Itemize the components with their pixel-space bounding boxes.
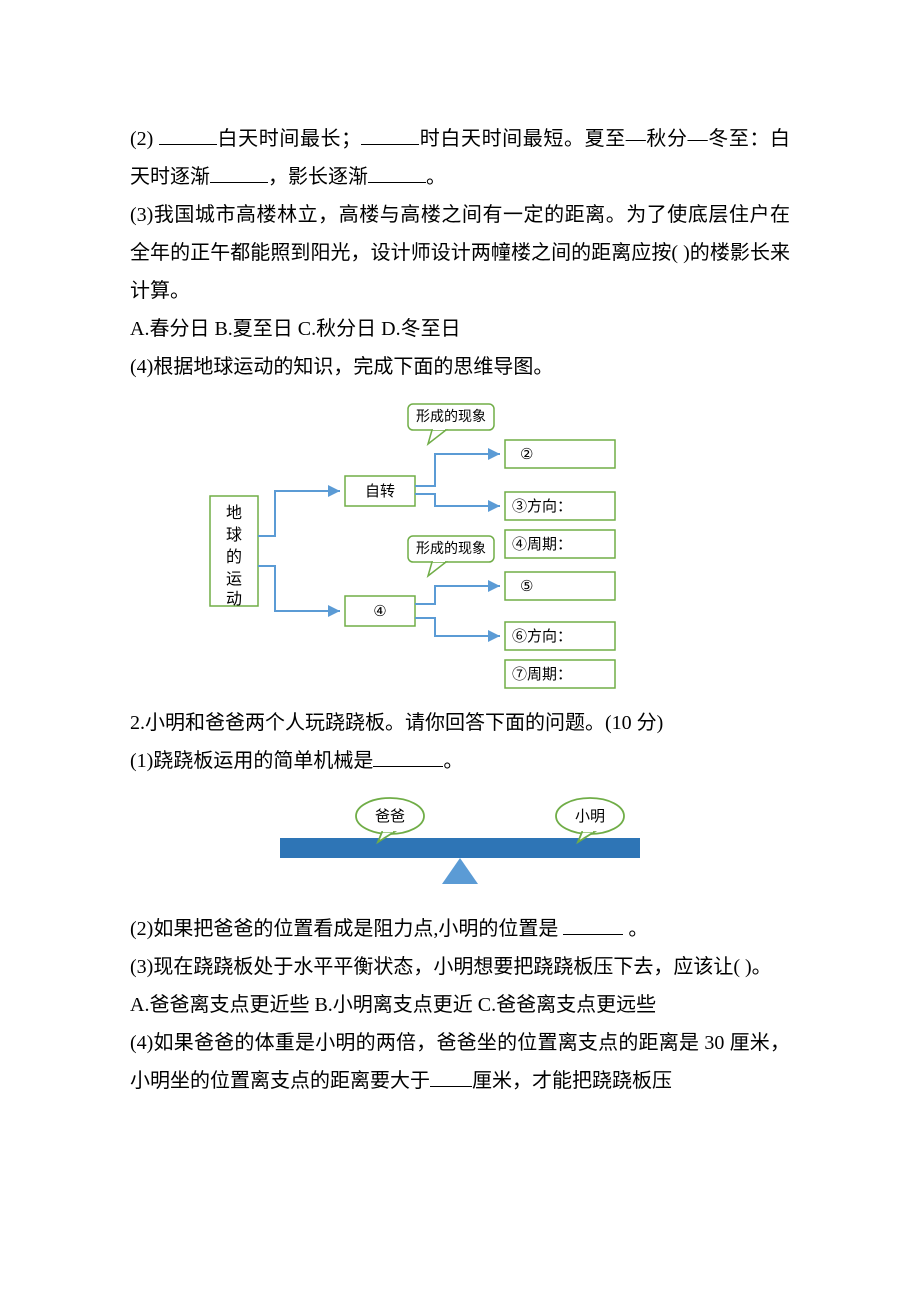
- p2-q3: (3)现在跷跷板处于水平平衡状态，小明想要把跷跷板压下去，应该让( )。: [130, 956, 772, 978]
- mindmap-diagram: 地 球 的 运 动 自转 ④ 形成的现象: [130, 396, 790, 696]
- q4-intro: (4)根据地球运动的知识，完成下面的思维导图。: [130, 356, 553, 378]
- arrow-root-revolution: [258, 566, 340, 611]
- seesaw-bar: [280, 838, 640, 858]
- q3-text: (3)我国城市高楼林立，高楼与高楼之间有一定的距离。为了使底层住户在全年的正午都…: [130, 204, 790, 302]
- p2-q2-pre: (2)如果把爸爸的位置看成是阻力点,小明的位置是: [130, 918, 563, 940]
- blank[interactable]: [368, 163, 426, 183]
- q2-prefix: (2): [130, 128, 159, 150]
- q2-t3: ，影长逐渐: [268, 166, 368, 188]
- arrow-rot-2: [415, 454, 500, 486]
- seesaw-pivot: [442, 858, 478, 884]
- root-char4: 运: [226, 570, 242, 588]
- p2-q2-post: 。: [623, 918, 648, 940]
- box-5-text: ⑤: [520, 579, 533, 595]
- problem-2-q3: (3)现在跷跷板处于水平平衡状态，小明想要把跷跷板压下去，应该让( )。: [130, 948, 790, 986]
- arrow-root-rotation: [258, 491, 340, 536]
- question-3-options: A.春分日 B.夏至日 C.秋分日 D.冬至日: [130, 310, 790, 348]
- arrow-rev-5: [415, 586, 500, 604]
- rotation-label: 自转: [365, 483, 395, 500]
- dad-label: 爸爸: [375, 808, 405, 825]
- q2-t1: 白天时间最长；: [217, 128, 361, 150]
- blank[interactable]: [563, 915, 623, 935]
- p2-q3-opts: A.爸爸离支点更近些 B.小明离支点更近 C.爸爸离支点更远些: [130, 994, 656, 1016]
- box-6-text: ⑥方向：: [512, 628, 572, 645]
- question-4-intro: (4)根据地球运动的知识，完成下面的思维导图。: [130, 348, 790, 386]
- question-2: (2) 白天时间最长；时白天时间最短。夏至—秋分—冬至：白天时逐渐，影长逐渐。: [130, 120, 790, 196]
- son-label: 小明: [575, 808, 605, 825]
- blank[interactable]: [159, 125, 217, 145]
- callout-mid-text: 形成的现象: [416, 541, 486, 557]
- q3-opts: A.春分日 B.夏至日 C.秋分日 D.冬至日: [130, 318, 461, 340]
- box-2-text: ②: [520, 447, 533, 463]
- revolution-label: ④: [373, 604, 386, 620]
- blank[interactable]: [373, 747, 443, 767]
- blank[interactable]: [210, 163, 268, 183]
- p2-q4-post: 厘米，才能把跷跷板压: [472, 1070, 672, 1092]
- p2-q1-post: 。: [443, 750, 463, 772]
- problem-2-q4: (4)如果爸爸的体重是小明的两倍，爸爸坐的位置离支点的距离是 30 厘米，小明坐…: [130, 1024, 790, 1100]
- callout-mid: 形成的现象: [408, 536, 494, 576]
- box-3-text: ③方向：: [512, 498, 572, 515]
- q2-t4: 。: [426, 166, 446, 188]
- callout-top: 形成的现象: [408, 404, 494, 444]
- root-char1: 地: [226, 504, 242, 522]
- blank[interactable]: [430, 1067, 472, 1087]
- box-4-text: ④周期：: [512, 536, 572, 553]
- mindmap-svg: 地 球 的 运 动 自转 ④ 形成的现象: [200, 396, 720, 696]
- box-7-text: ⑦周期：: [512, 666, 572, 683]
- root-char5: 动: [226, 590, 242, 608]
- arrow-rev-6: [415, 618, 500, 636]
- arrow-rot-3: [415, 494, 500, 506]
- blank[interactable]: [361, 125, 419, 145]
- root-char3: 的: [226, 548, 242, 566]
- root-char2: 球: [226, 526, 242, 544]
- callout-top-text: 形成的现象: [416, 409, 486, 425]
- seesaw-svg: 爸爸 小明: [260, 794, 660, 886]
- seesaw-diagram: 爸爸 小明: [130, 794, 790, 886]
- question-3: (3)我国城市高楼林立，高楼与高楼之间有一定的距离。为了使底层住户在全年的正午都…: [130, 196, 790, 310]
- p2-q1-pre: (1)跷跷板运用的简单机械是: [130, 750, 373, 772]
- problem-2-q2: (2)如果把爸爸的位置看成是阻力点,小明的位置是 。: [130, 910, 790, 948]
- problem-2-q1: (1)跷跷板运用的简单机械是 。: [130, 742, 790, 780]
- problem-2-intro: 2.小明和爸爸两个人玩跷跷板。请你回答下面的问题。(10 分): [130, 704, 790, 742]
- problem-2-q3-options: A.爸爸离支点更近些 B.小明离支点更近 C.爸爸离支点更远些: [130, 986, 790, 1024]
- document-page: (2) 白天时间最长；时白天时间最短。夏至—秋分—冬至：白天时逐渐，影长逐渐。 …: [0, 0, 920, 1160]
- p2-intro: 2.小明和爸爸两个人玩跷跷板。请你回答下面的问题。(10 分): [130, 712, 663, 734]
